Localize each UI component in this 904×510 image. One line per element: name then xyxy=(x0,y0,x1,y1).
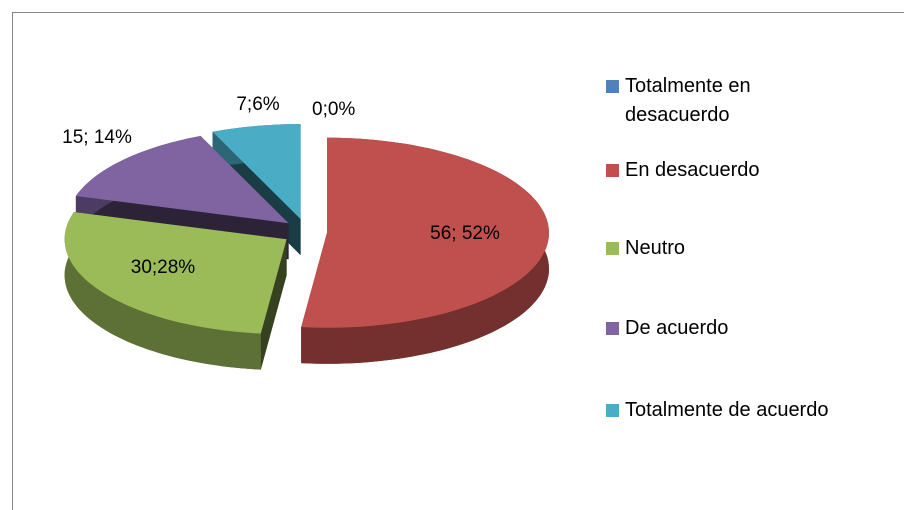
slice-top xyxy=(212,124,301,220)
legend-swatch xyxy=(606,164,619,177)
legend-label: Totalmente de acuerdo xyxy=(625,399,829,421)
legend-label: En desacuerdo xyxy=(625,159,760,181)
slice-top xyxy=(301,137,549,328)
legend-item: En desacuerdo xyxy=(606,156,760,185)
legend-swatch xyxy=(606,404,619,417)
legend-swatch xyxy=(606,322,619,335)
slice-top xyxy=(75,136,289,224)
legend-label: Totalmente en desacuerdo xyxy=(625,75,751,126)
slice-top xyxy=(64,212,287,334)
slice-side xyxy=(64,212,261,370)
legend-label: Neutro xyxy=(625,237,686,259)
chart-frame xyxy=(12,12,904,510)
legend-swatch xyxy=(606,242,619,255)
legend-item: De acuerdo xyxy=(606,314,728,343)
legend-swatch xyxy=(606,80,619,93)
legend-item: Totalmente de acuerdo xyxy=(606,396,828,425)
data-label: 0;0% xyxy=(312,99,355,120)
legend-item: Totalmente en desacuerdo xyxy=(606,72,806,130)
data-label: 56; 52% xyxy=(430,223,500,244)
legend-label: De acuerdo xyxy=(625,317,729,339)
legend-item: Neutro xyxy=(606,234,685,263)
data-label: 15; 14% xyxy=(62,127,132,148)
data-label: 7;6% xyxy=(236,94,279,115)
data-label: 30;28% xyxy=(131,257,196,278)
